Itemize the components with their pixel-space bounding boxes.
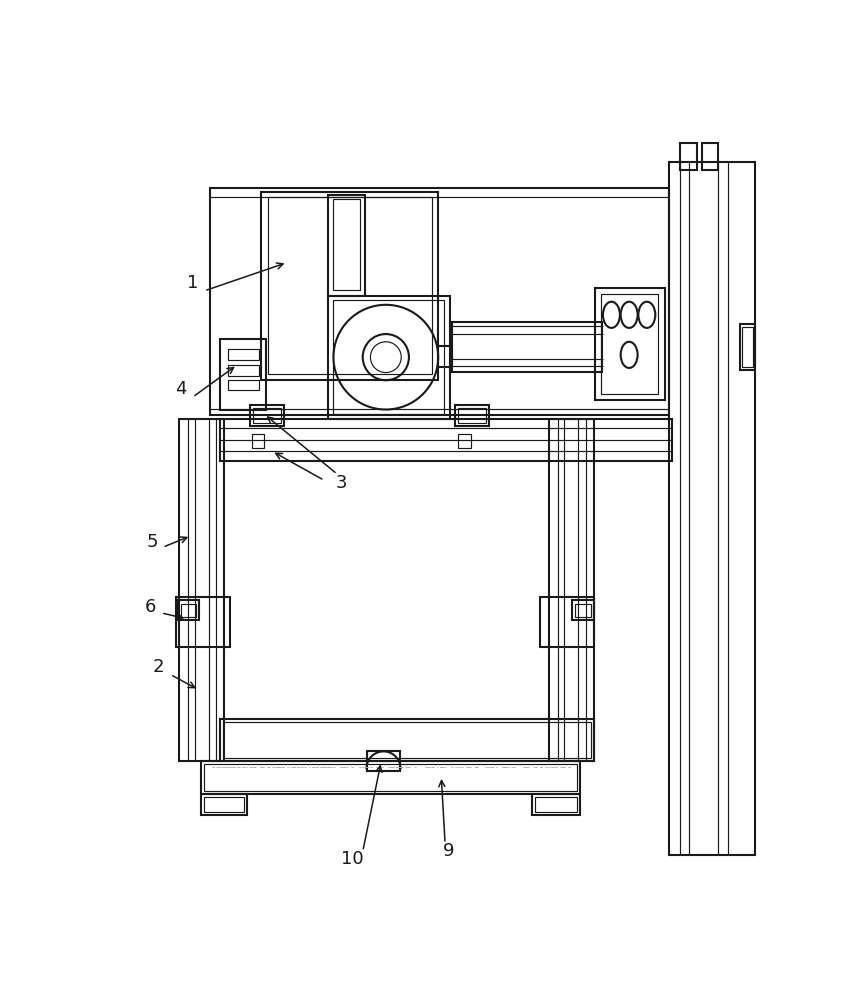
Bar [366, 751, 400, 771]
Bar [175, 597, 230, 647]
Text: 6: 6 [144, 598, 156, 616]
Bar [334, 300, 444, 414]
Text: 1: 1 [187, 274, 198, 292]
Bar [540, 597, 594, 647]
Bar [181, 604, 196, 617]
Bar [452, 322, 602, 372]
Bar [702, 143, 719, 170]
Text: 2: 2 [152, 658, 163, 676]
Bar [228, 349, 259, 360]
Bar [458, 434, 471, 448]
Bar [532, 794, 580, 815]
Bar [228, 380, 259, 390]
Bar [210, 188, 670, 415]
Bar [268, 197, 432, 374]
Bar [742, 327, 753, 367]
Bar [220, 719, 594, 761]
Text: 9: 9 [443, 842, 454, 860]
Bar [178, 600, 200, 620]
Bar [334, 199, 359, 290]
Bar [201, 794, 247, 815]
Bar [228, 365, 259, 376]
Bar [224, 722, 591, 758]
Bar [220, 339, 266, 410]
Bar [220, 419, 672, 461]
Bar [261, 192, 438, 380]
Bar [253, 408, 281, 423]
Bar [549, 419, 594, 761]
Bar [458, 408, 486, 423]
Bar [680, 143, 697, 170]
Bar [535, 797, 577, 812]
Bar [670, 162, 755, 855]
Text: 5: 5 [147, 533, 158, 551]
Text: 3: 3 [335, 474, 347, 492]
Bar [180, 419, 224, 761]
Bar [328, 296, 450, 419]
Bar [575, 604, 591, 617]
Bar [601, 294, 658, 394]
Bar [595, 288, 664, 400]
Bar [204, 764, 577, 791]
Bar [328, 195, 365, 296]
Bar [740, 324, 755, 370]
Text: 10: 10 [341, 850, 364, 868]
Text: 4: 4 [175, 380, 187, 398]
Bar [438, 346, 452, 367]
Bar [572, 600, 594, 620]
Bar [204, 797, 245, 812]
Bar [251, 405, 284, 426]
Bar [251, 434, 264, 448]
Bar [455, 405, 489, 426]
Bar [201, 761, 580, 794]
